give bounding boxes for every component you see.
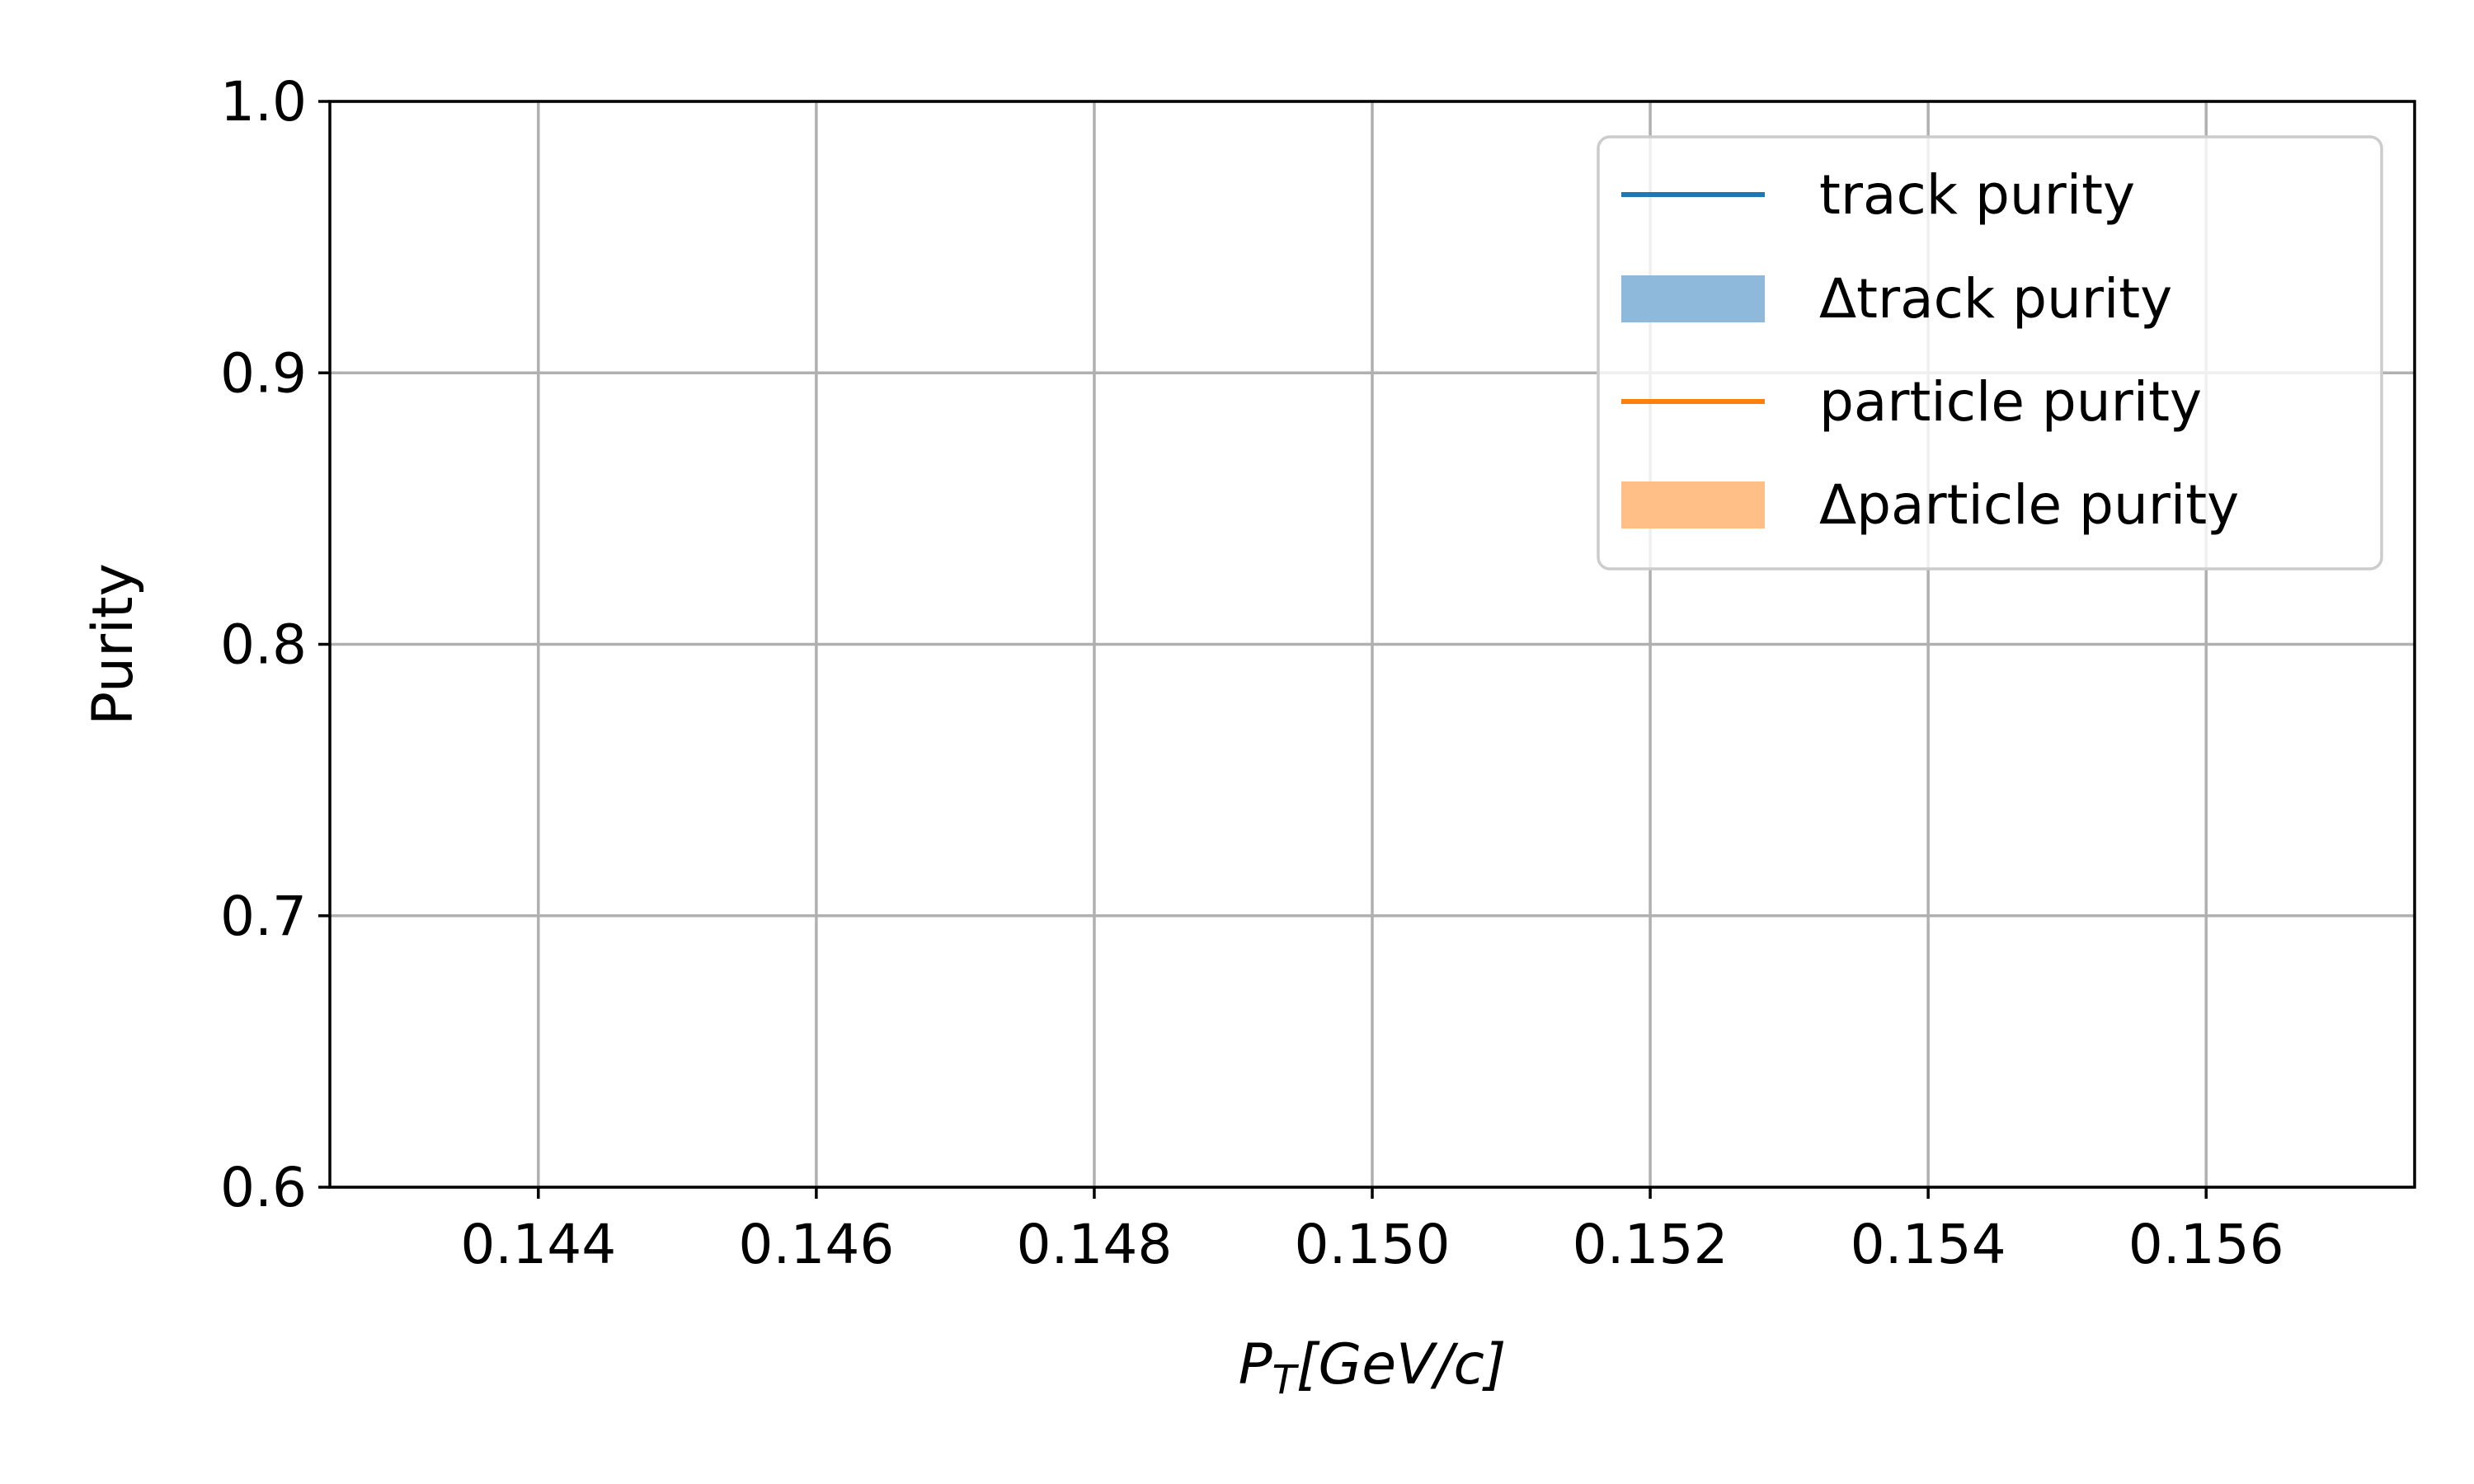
x-axis: 0.144 0.146 0.148 0.150 0.152 0.154 0.156 [460,1187,2284,1276]
x-tick-label: 0.150 [1295,1213,1451,1276]
y-tick-label: 1.0 [220,70,307,134]
legend-swatch-band [1621,481,1765,528]
y-axis: 0.6 0.7 0.8 0.9 1.0 [220,70,330,1219]
x-axis-label: PT[GeV/c] [1239,1332,1507,1403]
x-tick-label: 0.148 [1016,1213,1172,1276]
legend-box [1597,135,2383,571]
y-axis-label: Purity [81,563,146,726]
y-tick-label: 0.6 [220,1156,307,1219]
legend-label: Δparticle purity [1819,473,2239,537]
x-tick-label: 0.146 [738,1213,894,1276]
x-tick-label: 0.154 [1851,1213,2006,1276]
x-tick-label: 0.156 [2128,1213,2284,1276]
y-tick-label: 0.7 [220,885,307,948]
legend-label: Δtrack purity [1819,267,2172,331]
legend-label: particle purity [1819,370,2202,434]
x-tick-label: 0.152 [1573,1213,1729,1276]
legend-swatch-band [1621,275,1765,322]
x-tick-label: 0.144 [460,1213,616,1276]
y-tick-label: 0.9 [220,341,307,405]
legend: track purity Δtrack purity particle purity… [1597,135,2383,571]
y-tick-label: 0.8 [220,613,307,677]
legend-label: track purity [1819,163,2135,227]
